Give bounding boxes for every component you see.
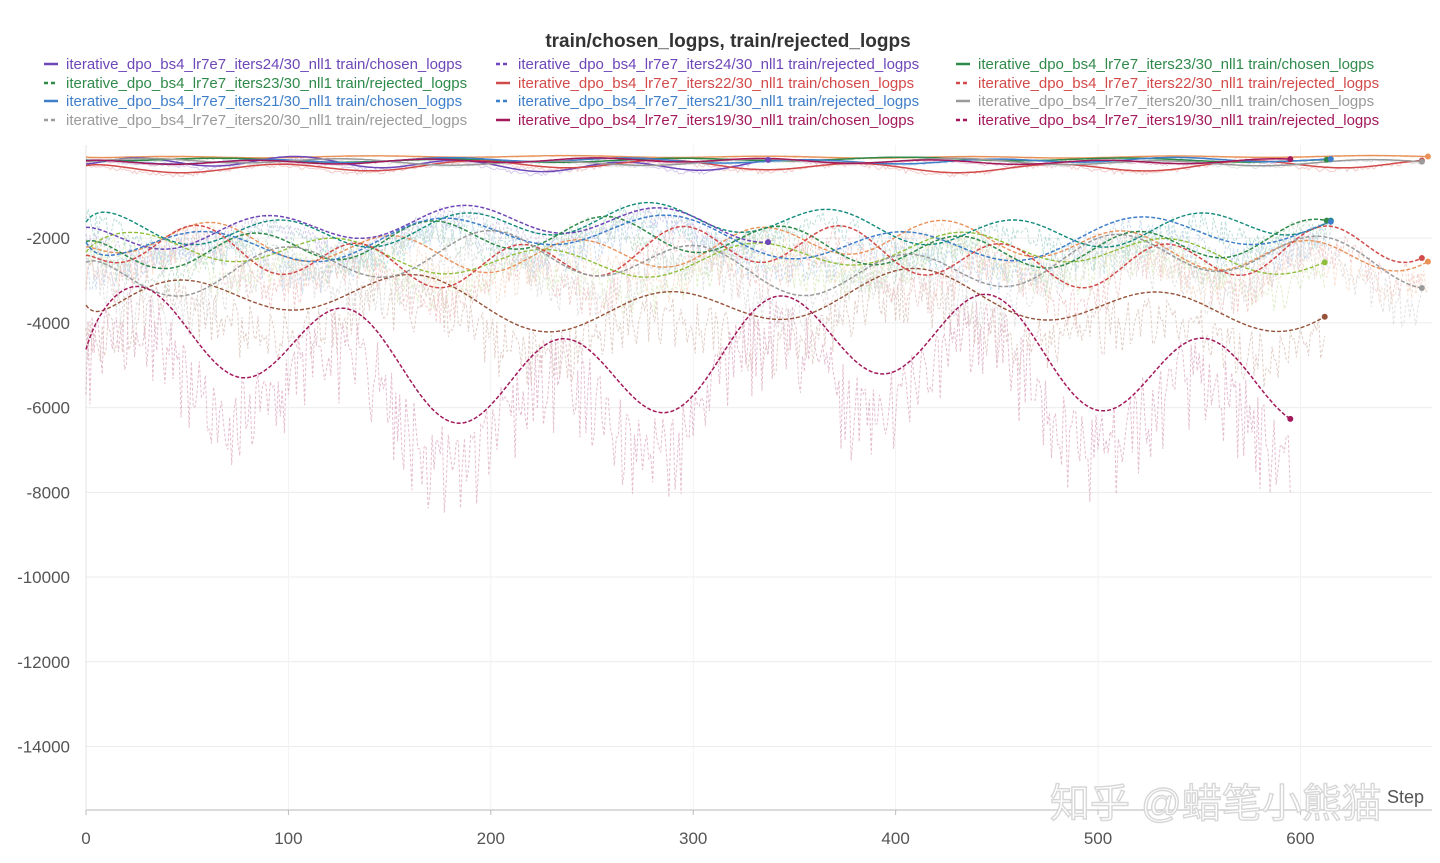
raw-series-line-11 [85,287,1291,513]
legend-label: iterative_dpo_bs4_lr7e7_iters22/30_nll1 … [518,75,914,92]
y-tick-label: -4000 [27,314,70,333]
smooth-line-orange-rejected [85,219,1429,274]
y-tick-label: -6000 [27,399,70,418]
series-line-5 [85,224,1423,289]
raw-line-teal-rejected [85,202,1332,275]
legend-item[interactable]: iterative_dpo_bs4_lr7e7_iters19/30_nll1 … [956,112,1379,129]
raw-lines [85,154,1429,513]
x-tick-label: 600 [1286,829,1314,848]
series-line-9 [85,229,1423,297]
raw-series-line-3 [85,216,1328,294]
smooth-line-lightgreen-rejected [85,231,1325,278]
smooth-lines [85,154,1429,424]
legend-item[interactable]: iterative_dpo_bs4_lr7e7_iters21/30_nll1 … [496,93,919,110]
series-end-dot [1287,156,1294,163]
series-end-dot [765,239,772,246]
legend-label: iterative_dpo_bs4_lr7e7_iters23/30_nll1 … [978,56,1374,73]
y-tick-label: -14000 [17,737,70,756]
legend-item[interactable]: iterative_dpo_bs4_lr7e7_iters22/30_nll1 … [956,75,1379,92]
series-line-10 [85,157,1291,166]
raw-series-line-1 [85,204,769,276]
y-tick-label: -2000 [27,229,70,248]
legend: iterative_dpo_bs4_lr7e7_iters24/30_nll1 … [44,56,1379,129]
end-dot [1424,258,1431,265]
end-dot [1321,313,1328,320]
raw-line-lightgreen-rejected [85,234,1326,315]
legend-item[interactable]: iterative_dpo_bs4_lr7e7_iters22/30_nll1 … [496,75,914,92]
raw-line-orange-rejected [85,220,1429,307]
series-line-11 [85,285,1291,424]
x-ticks: 0 100 200 300 400 500 600 [81,810,1315,848]
legend-item[interactable]: iterative_dpo_bs4_lr7e7_iters19/30_nll1 … [496,112,914,129]
legend-item[interactable]: iterative_dpo_bs4_lr7e7_iters24/30_nll1 … [44,56,462,73]
legend-label: iterative_dpo_bs4_lr7e7_iters19/30_nll1 … [518,112,914,129]
end-dot [1321,259,1328,266]
y-tick-label: -10000 [17,568,70,587]
legend-label: iterative_dpo_bs4_lr7e7_iters21/30_nll1 … [66,93,462,110]
legend-label: iterative_dpo_bs4_lr7e7_iters22/30_nll1 … [978,75,1379,92]
legend-label: iterative_dpo_bs4_lr7e7_iters19/30_nll1 … [978,112,1379,129]
legend-label: iterative_dpo_bs4_lr7e7_iters23/30_nll1 … [66,75,467,92]
raw-line-brown-rejected [85,271,1326,388]
legend-item[interactable]: iterative_dpo_bs4_lr7e7_iters20/30_nll1 … [956,93,1374,110]
legend-item[interactable]: iterative_dpo_bs4_lr7e7_iters23/30_nll1 … [956,56,1374,73]
series-end-dot [1327,155,1334,162]
series-end-dot [1418,158,1425,165]
series-line-4 [85,159,1422,174]
end-dots [765,153,1431,422]
legend-label: iterative_dpo_bs4_lr7e7_iters24/30_nll1 … [518,56,919,73]
series-line-7 [85,214,1332,263]
y-ticks: -2000 -4000 -6000 -8000 -10000 -12000 -14000 [17,229,70,756]
y-tick-label: -8000 [27,483,70,502]
legend-item[interactable]: iterative_dpo_bs4_lr7e7_iters20/30_nll1 … [44,112,467,129]
legend-label: iterative_dpo_bs4_lr7e7_iters24/30_nll1 … [66,56,462,73]
end-dot [1424,153,1431,160]
series-end-dot [1287,415,1294,422]
legend-item[interactable]: iterative_dpo_bs4_lr7e7_iters21/30_nll1 … [44,93,462,110]
x-tick-label: 100 [274,829,302,848]
series-end-dot [1418,285,1425,292]
series-end-dot [1327,218,1334,225]
raw-series-line-5 [85,224,1423,330]
chart-title: train/chosen_logps, train/rejected_logps [545,31,910,52]
legend-item[interactable]: iterative_dpo_bs4_lr7e7_iters24/30_nll1 … [496,56,919,73]
series-end-dot [1418,255,1425,262]
raw-series-line-9 [85,232,1423,340]
x-tick-label: 500 [1084,829,1112,848]
x-tick-label: 200 [477,829,505,848]
series-end-dot [765,156,772,163]
legend-label: iterative_dpo_bs4_lr7e7_iters20/30_nll1 … [66,112,467,129]
series-line-1 [86,204,769,250]
x-tick-label: 400 [881,829,909,848]
legend-label: iterative_dpo_bs4_lr7e7_iters21/30_nll1 … [518,93,919,110]
legend-label: iterative_dpo_bs4_lr7e7_iters20/30_nll1 … [978,93,1374,110]
smooth-line-brown-rejected [85,267,1326,333]
x-tick-label: 300 [679,829,707,848]
watermark: 知乎 @蜡笔小熊猫 [1050,782,1382,826]
y-tick-label: -12000 [17,653,70,672]
x-axis-label: Step [1387,787,1424,807]
smooth-line-teal-rejected [85,201,1332,248]
x-tick-label: 0 [81,829,90,848]
raw-series-line-7 [85,217,1332,294]
legend-item[interactable]: iterative_dpo_bs4_lr7e7_iters23/30_nll1 … [44,75,467,92]
